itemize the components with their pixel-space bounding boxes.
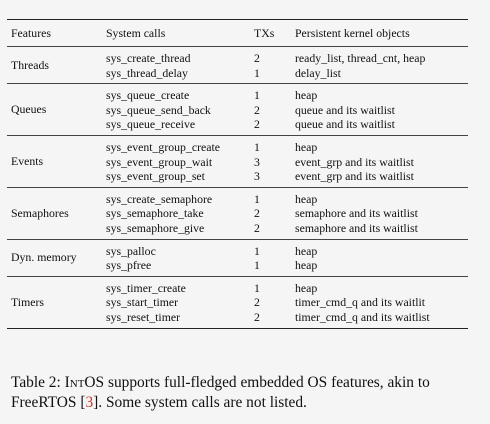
kernel-objects: heap: [295, 139, 318, 154]
system-call: sys_event_group_set: [106, 169, 254, 188]
feature-group: Timers sys_timer_create 1 heap sys_start_tim…: [7, 276, 468, 329]
feature-name: Threads: [7, 46, 106, 85]
system-call: sys_event_group_wait: [106, 154, 213, 169]
kernel-objects: heap: [295, 258, 468, 277]
table-row: sys_thread_delay 1 delay_list: [7, 65, 468, 85]
table-row: sys_queue_send_back 2 queue and its waitli…: [7, 103, 468, 118]
system-call: sys_queue_send_back: [106, 102, 211, 117]
table-row: Queues sys_queue_create 1 heap: [7, 83, 468, 136]
system-call: sys_thread_delay: [106, 65, 254, 85]
system-call: sys_reset_timer: [106, 309, 254, 329]
tx-count: 1: [254, 88, 260, 103]
kernel-objects: timer_cmd_q and its waitlit: [295, 295, 426, 310]
kernel-objects: heap: [295, 88, 318, 103]
kernel-objects: heap: [295, 243, 318, 258]
kernel-objects: delay_list: [295, 65, 468, 85]
tx-count: 2: [254, 206, 260, 221]
features-table: Features System calls TXs Persistent ker…: [7, 19, 468, 329]
table-row: sys_start_timer 2 timer_cmd_q and its wait…: [7, 295, 468, 310]
system-call: sys_timer_create: [106, 280, 186, 295]
table-row: sys_semaphore_take 2 semaphore and its wai…: [7, 206, 468, 221]
tx-count: 2: [254, 51, 260, 65]
kernel-objects: event_grp and its waitlist: [295, 154, 414, 169]
kernel-objects: queue and its waitlist: [295, 117, 468, 136]
feature-group: Events sys_event_group_create 1 heap sys_eve…: [7, 135, 468, 188]
system-call: sys_pfree: [106, 258, 254, 277]
kernel-objects: ready_list, thread_cnt, heap: [295, 51, 426, 65]
tx-count: 1: [254, 280, 260, 295]
tx-count: 1: [254, 243, 260, 258]
header-system-calls: System calls: [106, 19, 254, 47]
kernel-objects: heap: [295, 280, 318, 295]
tx-count: 3: [254, 154, 260, 169]
table-header: Features System calls TXs Persistent ker…: [7, 19, 468, 47]
tx-count: 2: [254, 295, 260, 310]
kernel-objects: semaphore and its waitlist: [295, 220, 468, 240]
tx-count: 2: [254, 102, 260, 117]
system-call: sys_create_semaphore: [106, 191, 213, 206]
kernel-objects: event_grp and its waitlist: [295, 169, 468, 188]
system-call: sys_event_group_create: [106, 139, 220, 154]
caption-text-before-cite: supports full-fledged embedded OS featur…: [11, 374, 430, 411]
header-row: Features System calls TXs Persistent ker…: [7, 19, 468, 47]
system-call: sys_create_thread: [106, 51, 191, 65]
header-kernel-objects: Persistent kernel objects: [295, 19, 468, 47]
header-features: Features: [7, 19, 106, 47]
feature-name: Queues: [7, 83, 106, 136]
feature-name: Dyn. memory: [7, 239, 106, 277]
tx-count: 2: [254, 220, 295, 240]
caption-prefix: Table 2:: [11, 374, 65, 391]
system-call: sys_semaphore_take: [106, 206, 204, 221]
header-txs: TXs: [254, 19, 295, 47]
tx-count: 1: [254, 65, 295, 85]
tx-count: 2: [254, 117, 295, 136]
feature-group: Dyn. memory sys_palloc 1 heap sys_pfree 1 heap: [7, 239, 468, 277]
feature-group: Queues sys_queue_create 1 heap sys_queue_sen…: [7, 83, 468, 136]
tx-count: 2: [254, 309, 295, 329]
kernel-objects: queue and its waitlist: [295, 102, 395, 117]
table-caption: Table 2: IntOS supports full-fledged emb…: [11, 373, 486, 413]
caption-brand: IntOS: [64, 374, 105, 391]
table-row: Threads sys_create_thread 2 ready_list, thr…: [7, 46, 468, 85]
table-row: Dyn. memory sys_palloc 1 heap: [7, 239, 468, 277]
table-row: sys_reset_timer 2 timer_cmd_q and its wait…: [7, 309, 468, 329]
table-row: sys_event_group_wait 3 event_grp and its w…: [7, 155, 468, 170]
system-call: sys_queue_receive: [106, 117, 254, 136]
system-call: sys_queue_create: [106, 88, 190, 103]
table-row: sys_pfree 1 heap: [7, 258, 468, 277]
tx-count: 3: [254, 169, 295, 188]
tx-count: 1: [254, 191, 260, 206]
feature-name: Semaphores: [7, 187, 106, 240]
feature-group: Semaphores sys_create_semaphore 1 heap sys_s…: [7, 187, 468, 240]
citation-link[interactable]: 3: [85, 394, 94, 411]
kernel-objects: semaphore and its waitlist: [295, 206, 418, 221]
system-call: sys_start_timer: [106, 295, 179, 310]
table-row: sys_event_group_set 3 event_grp and its wa…: [7, 169, 468, 188]
system-call: sys_palloc: [106, 243, 156, 258]
feature-name: Timers: [7, 276, 106, 329]
table-row: Events sys_event_group_create 1 heap: [7, 135, 468, 188]
kernel-objects: heap: [295, 191, 318, 206]
feature-name: Events: [7, 135, 106, 188]
tx-count: 1: [254, 258, 295, 277]
caption-text-after-cite: ]. Some system calls are not listed.: [93, 394, 307, 411]
table-row: sys_queue_receive 2 queue and its waitlist: [7, 117, 468, 136]
kernel-objects: timer_cmd_q and its waitlist: [295, 309, 468, 329]
table-row: sys_semaphore_give 2 semaphore and its wai…: [7, 220, 468, 240]
feature-group: Threads sys_create_thread 2 ready_list, thr…: [7, 46, 468, 85]
system-call: sys_semaphore_give: [106, 220, 254, 240]
table-row: Semaphores sys_create_semaphore 1 heap: [7, 187, 468, 240]
table-row: Timers sys_timer_create 1 heap: [7, 276, 468, 329]
tx-count: 1: [254, 139, 260, 154]
